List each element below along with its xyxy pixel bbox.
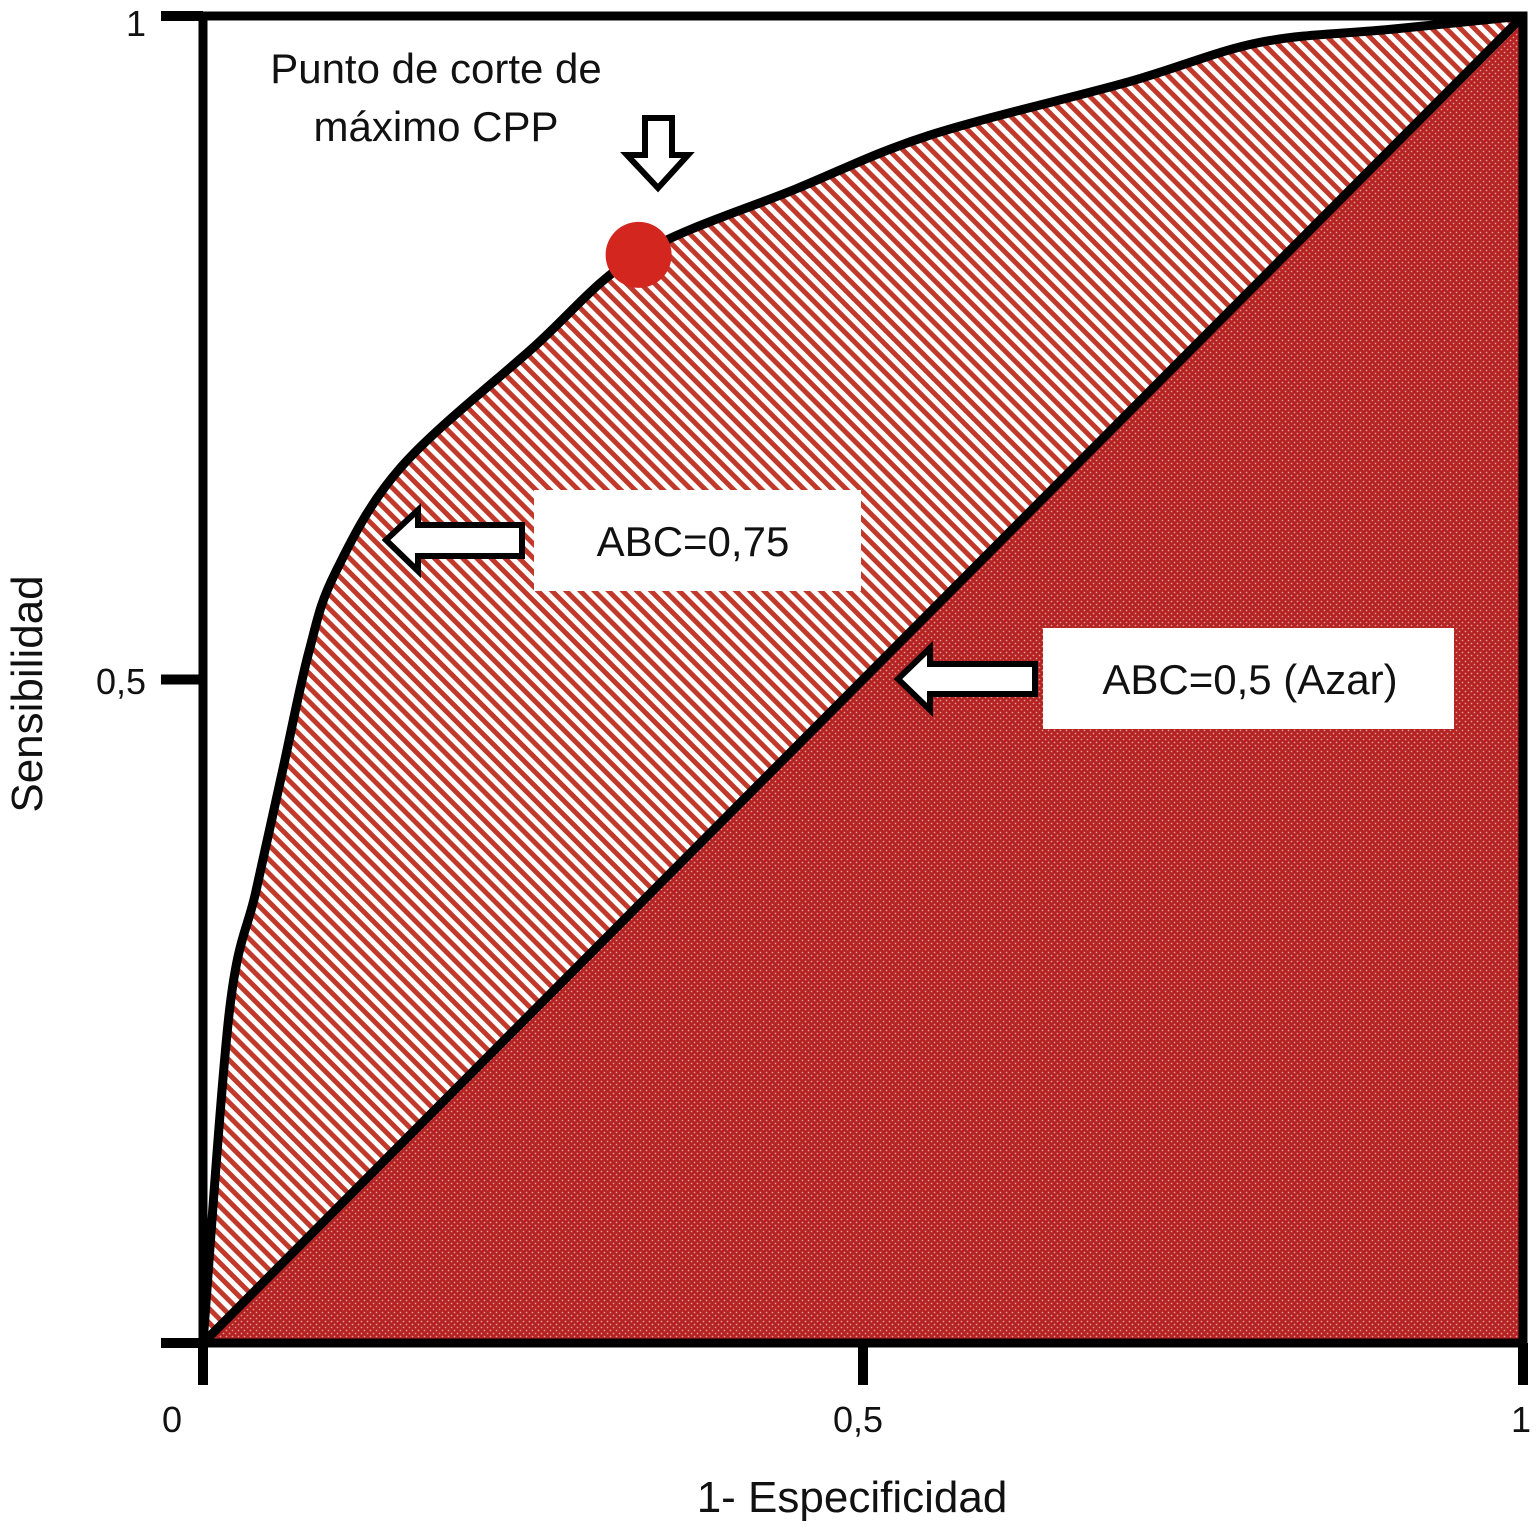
down-arrow-icon: [620, 115, 695, 193]
left-arrow-icon: [893, 640, 1038, 718]
random-diagonal-line: [199, 12, 1527, 1347]
cutoff-annotation-line-1: Punto de corte de: [270, 45, 602, 92]
x-tick-label-1: 1: [1511, 1399, 1531, 1440]
roc-curve-line: [198, 11, 1524, 1344]
y-tick-label-1: 1: [126, 3, 146, 44]
cutoff-annotation-line-2: máximo CPP: [313, 103, 558, 150]
max-cpp-cutoff-point: [605, 221, 672, 288]
y-tick-label-0-5: 0,5: [96, 661, 146, 702]
left-arrow-icon: [381, 503, 525, 579]
auc-random-label: ABC=0,5 (Azar): [1102, 656, 1397, 703]
tick-marks: [161, 11, 1528, 1385]
auc-curve-label-box: [534, 490, 861, 591]
auc-random-label-box: [1043, 628, 1454, 729]
auc-curve-label: ABC=0,75: [597, 518, 790, 565]
y-axis-title: Sensibilidad: [3, 575, 52, 812]
x-tick-label-0-5: 0,5: [833, 1399, 883, 1440]
x-axis-title: 1- Especificidad: [697, 1473, 1008, 1522]
x-tick-label-0: 0: [162, 1399, 182, 1440]
